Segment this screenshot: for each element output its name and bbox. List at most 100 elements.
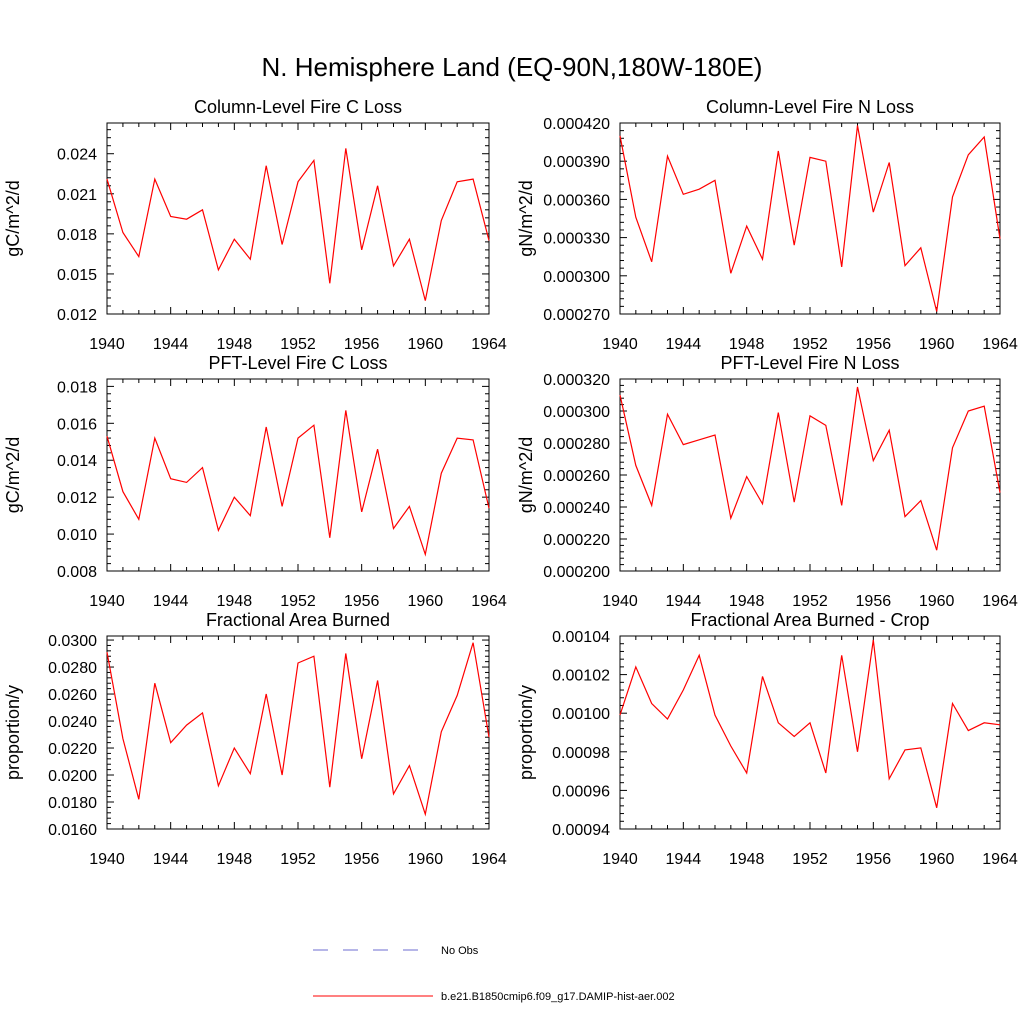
- x-tick-label: 1964: [471, 851, 507, 868]
- y-tick-label: 0.0240: [48, 714, 97, 731]
- y-tick-label: 0.0280: [48, 660, 97, 677]
- x-tick-label: 1956: [344, 336, 380, 353]
- series-line: [619, 386, 1001, 551]
- panel-4: PFT-Level Fire N Loss gN/m^2/d 1940 1944 194…: [516, 353, 1018, 610]
- x-tick-label: 1956: [856, 336, 892, 353]
- x-tick-label: 1952: [792, 336, 828, 353]
- plot-frame: [106, 122, 490, 315]
- y-tick-label: 0.021: [57, 187, 97, 204]
- y-tick-label: 0.018: [57, 379, 97, 396]
- x-tick-label: 1964: [982, 851, 1018, 868]
- y-tick-label: 0.000270: [543, 307, 610, 324]
- y-tick-label: 0.008: [57, 564, 97, 581]
- y-tick-label: 0.000260: [543, 468, 610, 485]
- panel-title: Column-Level Fire C Loss: [194, 97, 402, 117]
- x-tick-label: 1952: [280, 593, 316, 610]
- panel-2: Column-Level Fire N Loss gN/m^2/d 1940 1944…: [516, 97, 1018, 353]
- panel-1: Column-Level Fire C Loss gC/m^2/d 1940 1944…: [3, 97, 507, 353]
- plot-frame: [106, 378, 490, 572]
- x-tick-label: 1956: [344, 593, 380, 610]
- series-line: [619, 639, 1001, 808]
- y-tick-label: 0.0220: [48, 741, 97, 758]
- x-tick-label: 1952: [792, 851, 828, 868]
- x-tick-label: 1948: [217, 851, 253, 868]
- y-tick-label: 0.0260: [48, 687, 97, 704]
- y-tick-label: 0.0180: [48, 795, 97, 812]
- panel-5: Fractional Area Burned proportion/y 1940 19…: [3, 610, 507, 868]
- y-tick-label: 0.018: [57, 227, 97, 244]
- y-tick-label: 0.024: [57, 147, 97, 164]
- x-tick-label: 1956: [344, 851, 380, 868]
- x-tick-label: 1964: [982, 336, 1018, 353]
- y-tick-label: 0.0160: [48, 822, 97, 839]
- y-tick-label: 0.00098: [552, 745, 610, 762]
- x-tick-label: 1948: [217, 336, 253, 353]
- x-tick-label: 1952: [792, 593, 828, 610]
- y-tick-label: 0.000280: [543, 436, 610, 453]
- x-tick-label: 1960: [919, 851, 955, 868]
- panels: Column-Level Fire C Loss gC/m^2/d 1940 1944…: [3, 97, 1018, 868]
- x-tick-label: 1940: [89, 336, 125, 353]
- y-axis-label: gC/m^2/d: [3, 180, 23, 256]
- plot-frame: [619, 122, 1001, 315]
- y-tick-label: 0.012: [57, 490, 97, 507]
- x-tick-label: 1944: [153, 336, 189, 353]
- series-line: [106, 148, 490, 301]
- x-tick-label: 1940: [602, 851, 638, 868]
- y-tick-label: 0.000240: [543, 500, 610, 517]
- panel-6: Fractional Area Burned - Crop proportion/…: [516, 610, 1018, 868]
- series-line: [106, 410, 490, 557]
- series-line: [106, 642, 490, 817]
- y-tick-label: 0.000300: [543, 404, 610, 421]
- x-tick-label: 1960: [919, 593, 955, 610]
- panel-title: PFT-Level Fire C Loss: [208, 353, 387, 373]
- x-tick-label: 1956: [856, 851, 892, 868]
- y-axis-label: gN/m^2/d: [516, 180, 536, 256]
- x-tick-label: 1960: [408, 593, 444, 610]
- x-tick-label: 1944: [666, 851, 702, 868]
- y-tick-label: 0.000220: [543, 532, 610, 549]
- y-tick-label: 0.00104: [552, 629, 610, 646]
- x-tick-label: 1960: [408, 336, 444, 353]
- x-tick-label: 1956: [856, 593, 892, 610]
- y-tick-label: 0.00102: [552, 668, 610, 685]
- y-tick-label: 0.00100: [552, 706, 610, 723]
- y-tick-label: 0.0300: [48, 633, 97, 650]
- legend: No Obs b.e21.B1850cmip6.f09_g17.DAMIP-his…: [313, 945, 675, 1003]
- x-tick-label: 1960: [408, 851, 444, 868]
- x-tick-label: 1952: [280, 851, 316, 868]
- x-tick-label: 1944: [666, 336, 702, 353]
- y-tick-label: 0.000320: [543, 372, 610, 389]
- x-tick-label: 1952: [280, 336, 316, 353]
- panel-title: Fractional Area Burned: [206, 610, 390, 630]
- x-tick-label: 1948: [729, 851, 765, 868]
- x-tick-label: 1944: [666, 593, 702, 610]
- y-tick-label: 0.010: [57, 527, 97, 544]
- y-tick-label: 0.015: [57, 267, 97, 284]
- x-tick-label: 1940: [89, 851, 125, 868]
- panel-title: PFT-Level Fire N Loss: [720, 353, 899, 373]
- x-tick-label: 1944: [153, 593, 189, 610]
- x-tick-label: 1948: [217, 593, 253, 610]
- y-axis-label: proportion/y: [3, 685, 23, 780]
- figure-title: N. Hemisphere Land (EQ-90N,180W-180E): [262, 52, 763, 82]
- legend-label-2: b.e21.B1850cmip6.f09_g17.DAMIP-hist-aer.…: [441, 991, 675, 1003]
- legend-label-1: No Obs: [441, 945, 479, 957]
- x-tick-label: 1948: [729, 593, 765, 610]
- y-axis-label: gC/m^2/d: [3, 437, 23, 513]
- y-tick-label: 0.000360: [543, 192, 610, 209]
- y-tick-label: 0.014: [57, 453, 97, 470]
- x-tick-label: 1940: [602, 593, 638, 610]
- x-tick-label: 1964: [471, 593, 507, 610]
- x-tick-label: 1964: [982, 593, 1018, 610]
- panel-title: Fractional Area Burned - Crop: [690, 610, 929, 630]
- plot-frame: [619, 635, 1001, 830]
- y-axis-label: gN/m^2/d: [516, 437, 536, 513]
- series-line: [619, 125, 1001, 312]
- x-tick-label: 1964: [471, 336, 507, 353]
- y-tick-label: 0.000330: [543, 231, 610, 248]
- x-tick-label: 1960: [919, 336, 955, 353]
- y-tick-label: 0.00094: [552, 822, 610, 839]
- y-tick-label: 0.000300: [543, 269, 610, 286]
